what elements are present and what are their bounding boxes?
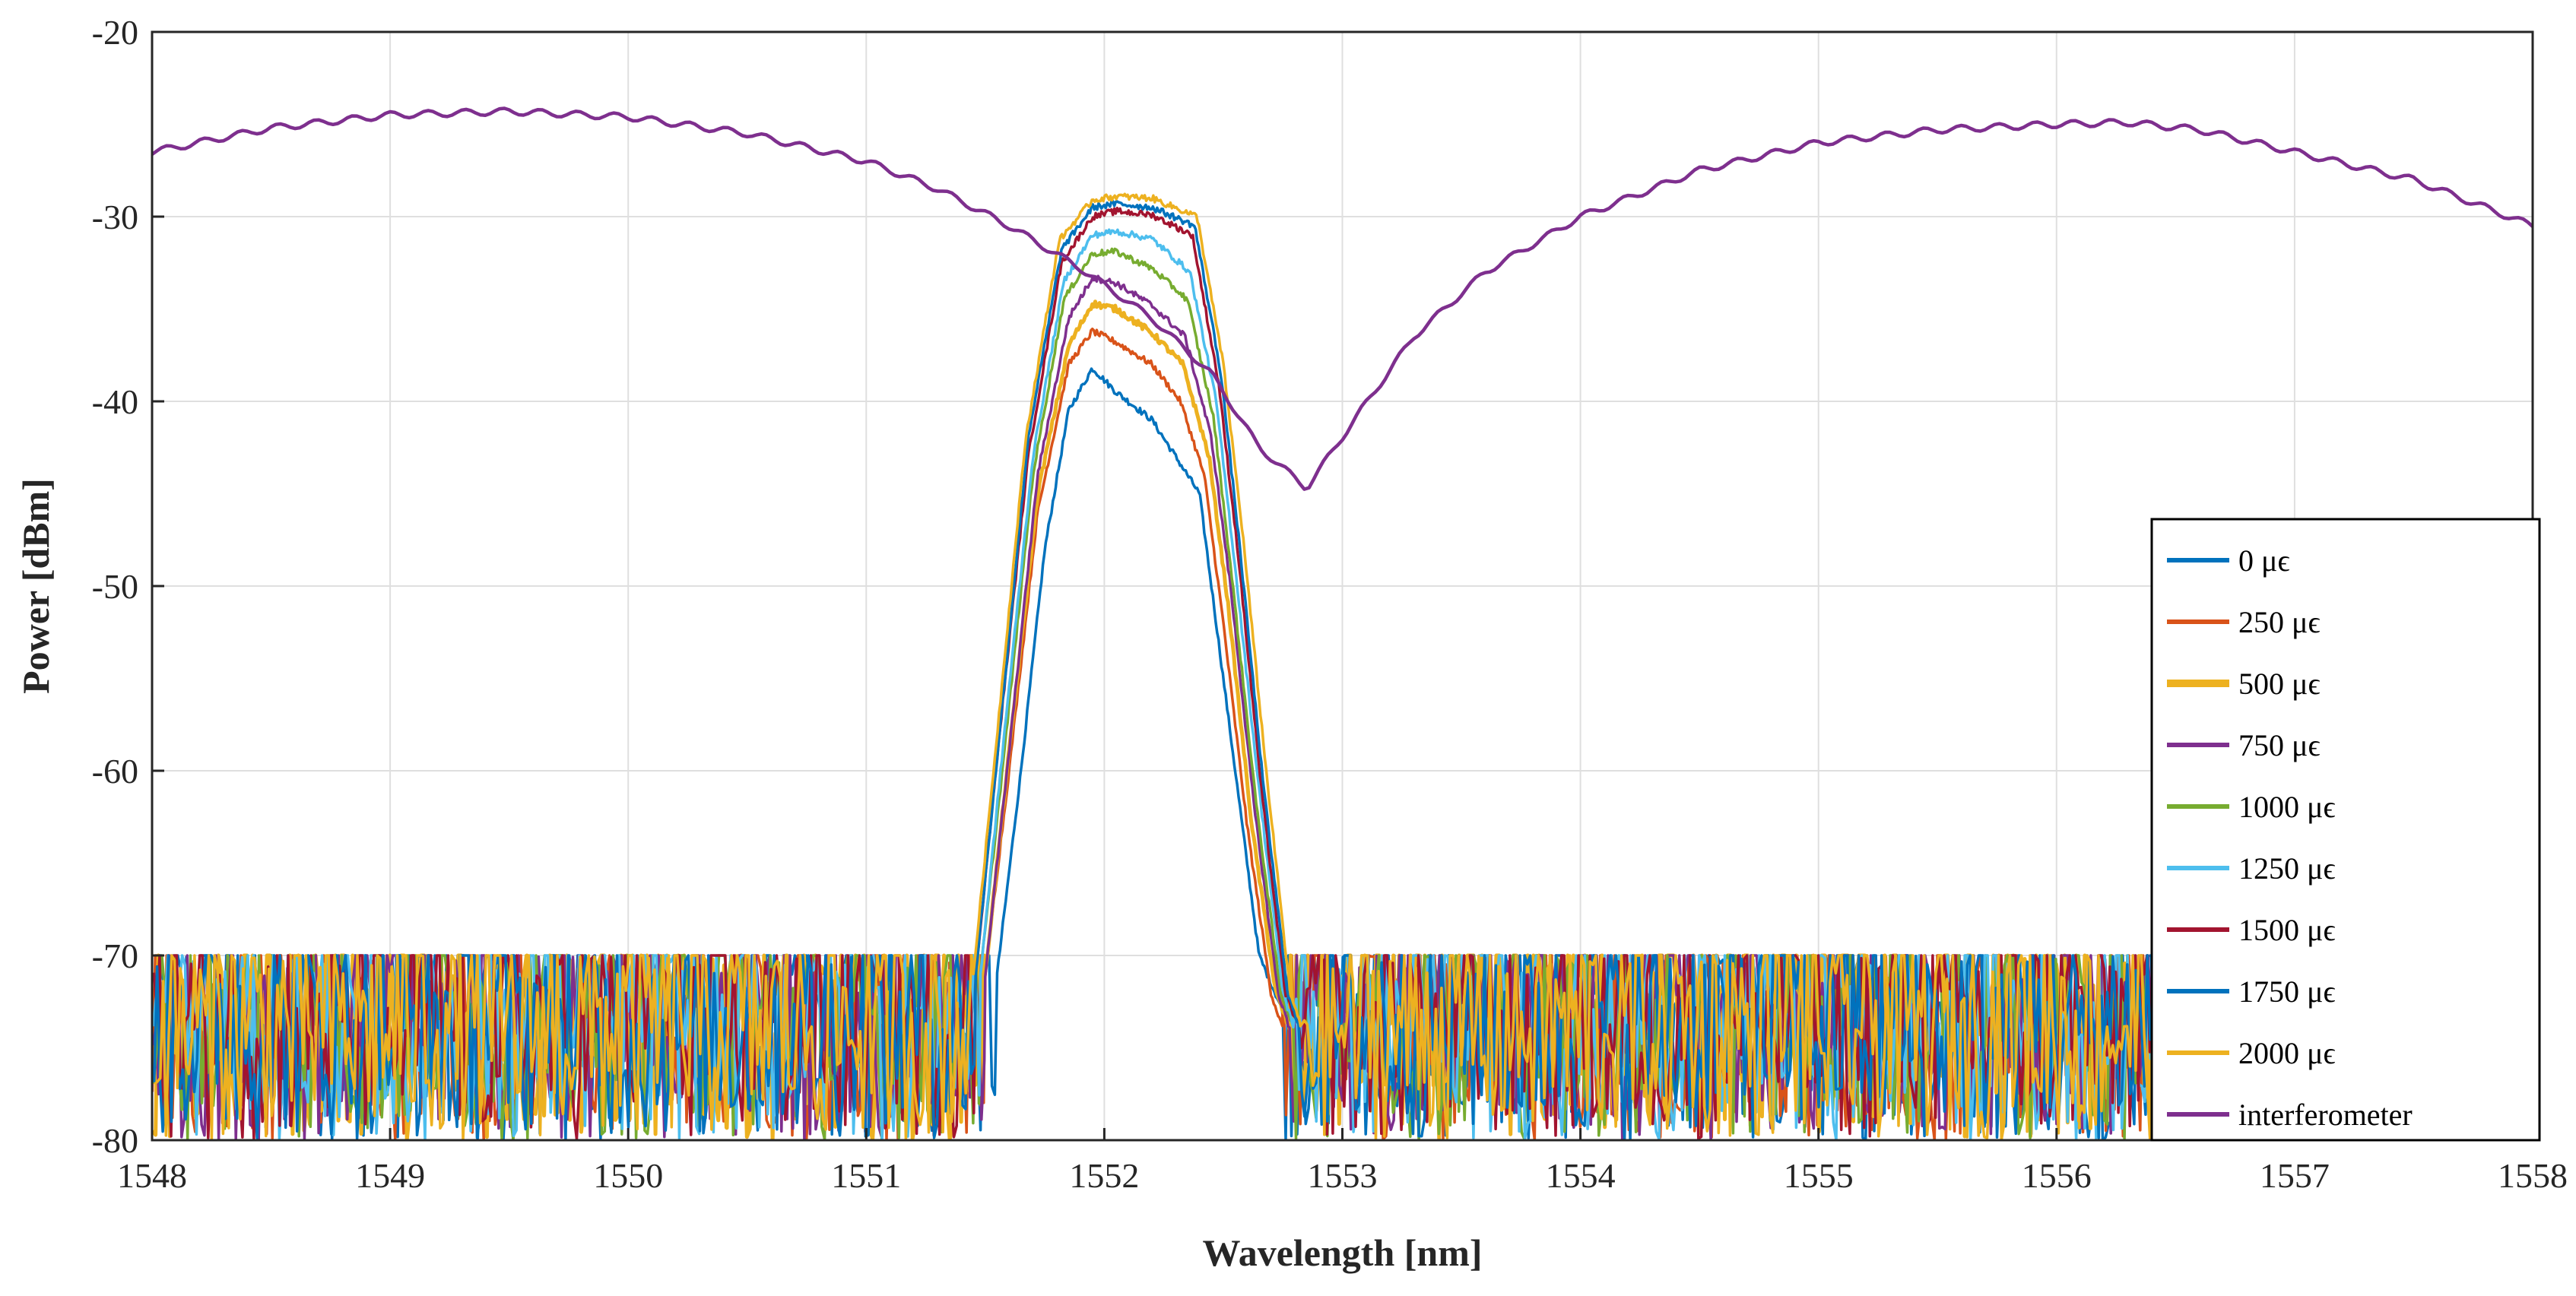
- plot-series: [152, 106, 2533, 1140]
- y-tick-label: -40: [92, 382, 138, 421]
- legend-entry: 2000 μϵ: [2238, 1036, 2336, 1070]
- x-tick-label: 1555: [1784, 1156, 1854, 1195]
- x-tick-label: 1557: [2260, 1156, 2330, 1195]
- series-line: [154, 192, 2532, 1140]
- legend-entry: 1750 μϵ: [2238, 974, 2336, 1009]
- series-line: [152, 247, 2532, 1140]
- legend-entry: 1250 μϵ: [2238, 851, 2336, 886]
- x-axis-label: Wavelength [nm]: [1202, 1231, 1482, 1274]
- x-tick-label: 1554: [1546, 1156, 1616, 1195]
- axis-ticks: 1548 1549 1550 1551 1552 1553 1554 1555 1556 1557…: [92, 13, 2568, 1195]
- interferometer-line: [152, 106, 2533, 491]
- legend-entry: interferometer: [2238, 1098, 2413, 1132]
- legend-entry: 1500 μϵ: [2238, 913, 2336, 947]
- x-tick-label: 1558: [2498, 1156, 2568, 1195]
- legend-entry: 250 μϵ: [2238, 605, 2321, 639]
- y-tick-label: -50: [92, 567, 138, 606]
- x-tick-label: 1548: [117, 1156, 187, 1195]
- y-axis-label: Power [dBm]: [14, 478, 57, 694]
- legend-entry: 1000 μϵ: [2238, 790, 2336, 824]
- x-tick-label: 1550: [593, 1156, 663, 1195]
- y-tick-label: -60: [92, 752, 138, 791]
- legend-entry: 750 μϵ: [2238, 728, 2321, 762]
- y-tick-label: -30: [92, 198, 138, 236]
- x-tick-label: 1556: [2022, 1156, 2092, 1195]
- legend-box: [2150, 518, 2541, 1142]
- y-tick-label: -20: [92, 13, 138, 52]
- x-tick-label: 1549: [355, 1156, 425, 1195]
- series-line: [152, 206, 2533, 1140]
- y-tick-label: -70: [92, 936, 138, 975]
- x-tick-label: 1553: [1308, 1156, 1378, 1195]
- legend-entry: 500 μϵ: [2238, 667, 2321, 701]
- x-tick-label: 1551: [831, 1156, 901, 1195]
- x-tick-label: 1552: [1069, 1156, 1139, 1195]
- legend: 0 μϵ 250 μϵ 500 μϵ 750 μϵ 1000 μϵ 1250 μϵ 1500…: [2150, 518, 2541, 1142]
- legend-entry: 0 μϵ: [2238, 543, 2290, 578]
- y-tick-label: -80: [92, 1121, 138, 1160]
